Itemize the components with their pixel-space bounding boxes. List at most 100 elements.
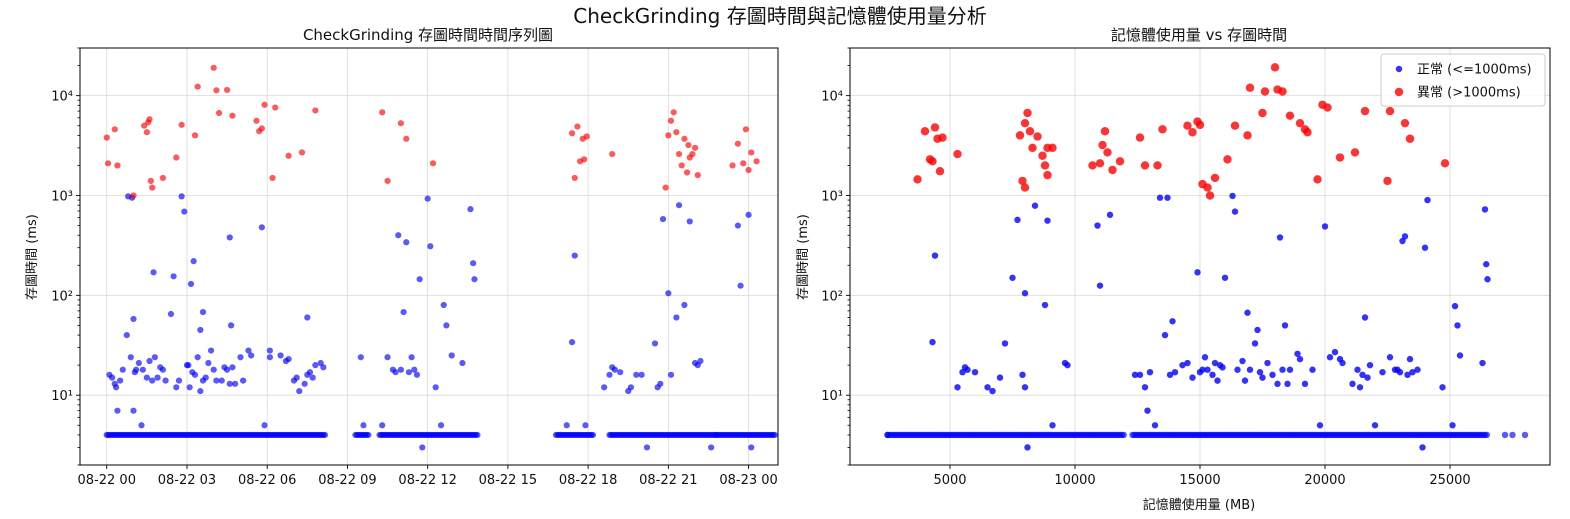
data-point [210,64,217,71]
data-point [953,149,962,159]
data-point [742,126,750,133]
data-point [1379,368,1386,376]
data-point [226,380,233,387]
data-point [1481,206,1489,213]
data-point [1356,384,1364,391]
data-point [1269,371,1276,379]
data-point [1295,118,1305,128]
data-point [213,87,220,94]
data-point [277,352,284,359]
data-point [207,347,215,354]
data-point [601,384,608,391]
data-point [729,162,736,169]
data-point [589,431,597,439]
x-tick-label: 08-22 00 [78,473,136,488]
data-point [571,174,578,182]
data-point [1108,165,1117,175]
data-point [135,359,142,367]
data-point [467,206,474,213]
data-point [931,252,939,259]
data-point [989,387,996,395]
legend-label: 正常 (<=1000ms) [1417,63,1532,78]
data-point [884,431,891,439]
legend-marker [1394,87,1404,97]
data-point [1406,355,1414,363]
memory-chart-ylabel: 存圖時間 (ms) [796,214,811,300]
data-point [1158,125,1167,134]
data-point [258,224,265,231]
data-point [1254,326,1261,334]
x-tick-label: 08-22 06 [238,473,296,488]
data-point [771,431,778,439]
data-point [321,431,329,439]
data-point [1484,276,1491,283]
data-point [173,384,180,391]
data-point [1385,106,1395,116]
data-point [1041,301,1049,309]
data-point [678,162,685,169]
data-point [1439,384,1446,391]
data-point [1115,157,1125,166]
data-point [114,407,121,414]
data-point [1211,359,1219,367]
data-point [403,239,410,246]
data-point [1331,348,1339,356]
data-point [159,174,167,182]
data-point [123,331,130,339]
data-point [1244,309,1251,316]
data-point [1258,108,1267,118]
data-point [226,234,233,241]
data-point [748,444,755,451]
data-point [1241,377,1249,384]
data-point [1359,371,1366,379]
data-point [1278,87,1287,96]
data-point [178,121,185,128]
data-point [138,422,145,429]
data-point [1140,161,1150,170]
data-points [884,63,1529,451]
data-point [971,368,979,376]
data-point [151,354,158,361]
data-point [568,130,576,137]
y-tick-label: 10⁴ [821,90,843,105]
data-point [306,369,314,376]
data-point [191,132,199,139]
data-point [173,154,180,161]
grid-lines [850,48,1550,465]
data-point [1040,161,1050,170]
data-point [403,135,410,142]
data-point [1044,217,1051,224]
data-point [1521,431,1529,439]
data-point [159,366,167,373]
x-tick-label: 08-22 18 [559,473,617,488]
data-point [1169,318,1176,325]
data-point [320,364,327,371]
data-point [638,371,645,378]
data-point [1188,128,1197,137]
data-point [748,149,755,156]
x-tick-label: 15000 [1179,473,1220,488]
data-point [411,366,418,373]
data-point [240,377,247,384]
data-point [440,301,447,309]
data-point [1204,366,1211,373]
data-point [1339,359,1346,367]
data-point [1364,374,1371,381]
x-tick-label: 25000 [1429,473,1470,488]
data-point [670,109,677,116]
data-point [1195,120,1205,130]
data-point [713,431,720,439]
data-point [1223,155,1232,164]
data-point [1146,368,1154,376]
data-point [471,276,478,283]
data-point [1326,354,1334,361]
data-point [1038,151,1047,160]
data-point [1171,368,1179,376]
data-point [1096,282,1104,289]
data-point [146,357,153,365]
x-tick-label: 08-22 15 [479,473,537,488]
data-point [691,144,699,151]
data-point [1021,384,1029,391]
y-tick-label: 10² [821,289,843,304]
